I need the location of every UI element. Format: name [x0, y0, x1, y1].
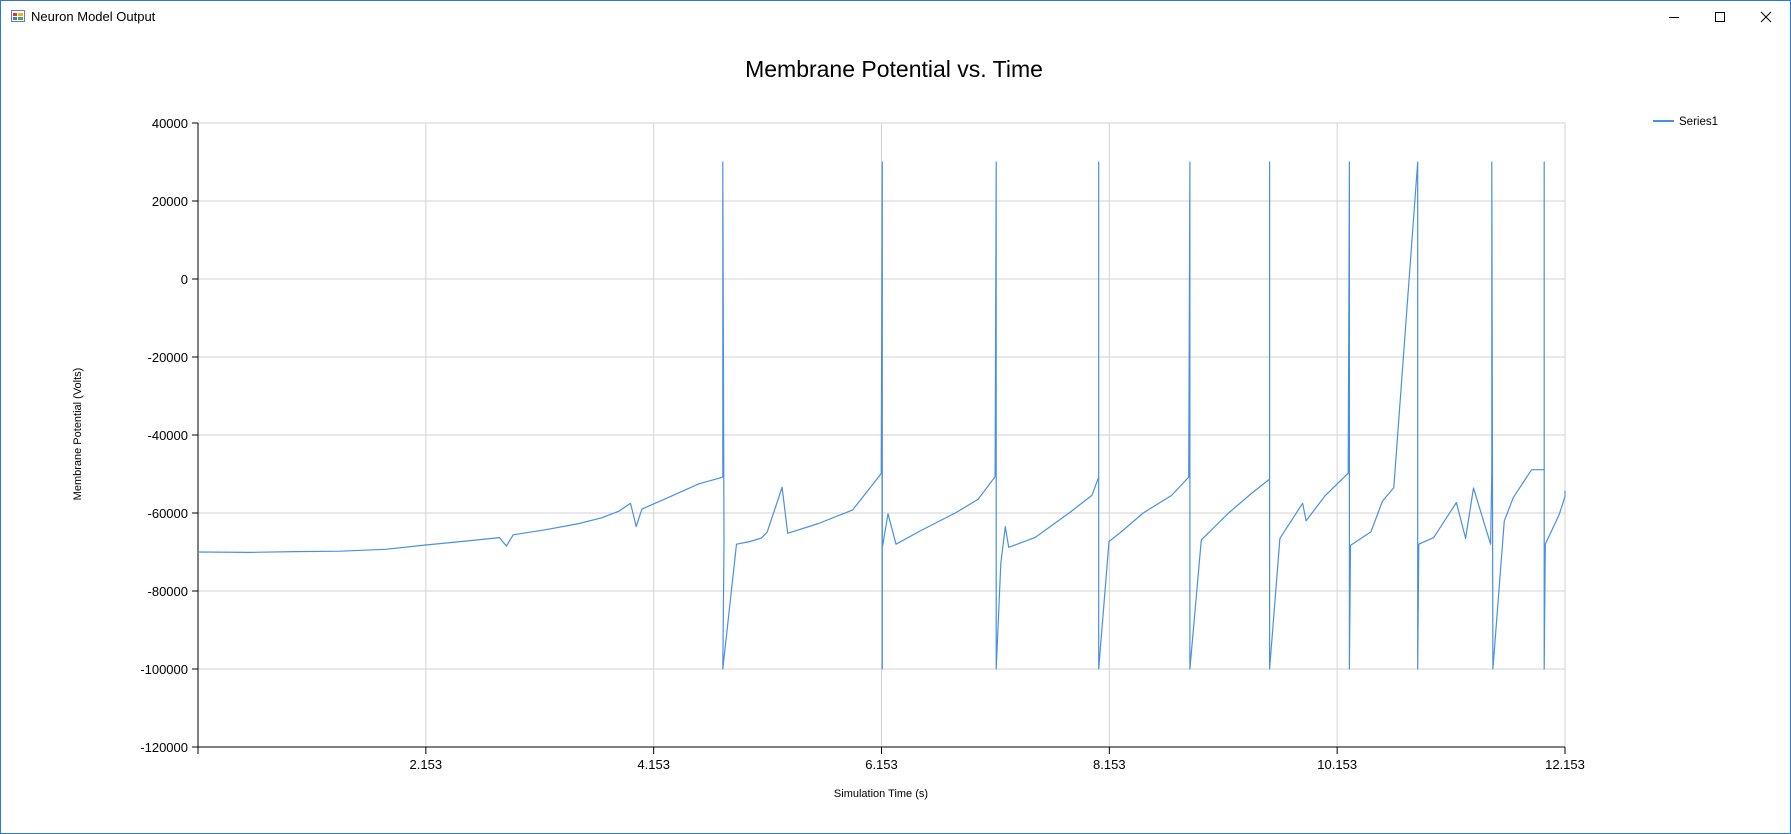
x-tick-label: 6.153: [865, 757, 898, 772]
y-tick-label: 20000: [152, 194, 188, 209]
y-axis-ticks: 40000 20000 0 -20000 -40000 -60000 -80000 -1000…: [140, 116, 198, 755]
series-group: [197, 161, 1566, 670]
window-title: Neuron Model Output: [31, 9, 156, 24]
close-icon: [1760, 11, 1772, 22]
y-axis-title: Membrane Potential (Volts): [72, 368, 84, 501]
y-tick-label: -80000: [148, 584, 188, 599]
minimize-icon: [1669, 16, 1679, 18]
x-axis-title: Simulation Time (s): [834, 788, 928, 800]
x-tick-label: 12.153: [1545, 757, 1585, 772]
x-tick-label: 2.153: [410, 757, 443, 772]
x-tick-label: 10.153: [1317, 757, 1357, 772]
y-tick-label: -100000: [140, 662, 188, 677]
legend-label-series1: Series1: [1679, 116, 1718, 128]
minimize-button[interactable]: [1651, 1, 1697, 32]
maximize-icon: [1715, 11, 1725, 22]
x-tick-label: 8.153: [1093, 757, 1126, 772]
x-axis-ticks: 2.153 4.153 6.153 8.153 10.153 12.153: [197, 747, 1585, 772]
series-line-1: [197, 161, 1566, 670]
y-tick-label: -40000: [148, 428, 188, 443]
title-bar[interactable]: Neuron Model Output: [1, 1, 1790, 32]
y-tick-label: -120000: [140, 740, 188, 755]
chart-title: Membrane Potential vs. Time: [745, 56, 1043, 82]
close-button[interactable]: [1743, 1, 1789, 32]
legend: Series1: [1653, 116, 1718, 128]
app-icon: [11, 10, 25, 22]
y-tick-label: -60000: [148, 506, 188, 521]
y-tick-label: -20000: [148, 350, 188, 365]
x-tick-label: 4.153: [637, 757, 670, 772]
y-tick-label: 40000: [152, 116, 188, 131]
y-tick-label: 0: [181, 272, 188, 287]
maximize-button[interactable]: [1697, 1, 1743, 32]
